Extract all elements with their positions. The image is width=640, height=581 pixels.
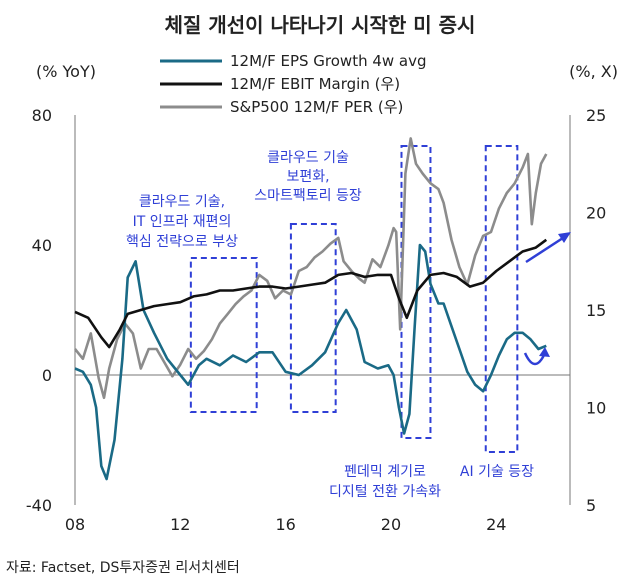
annotation-text: IT 인프라 재편의	[133, 214, 232, 230]
annotation-text: 펜데믹 계기로	[344, 464, 426, 480]
up-arrow-icon	[525, 232, 571, 264]
right-tick-label: 15	[586, 301, 606, 320]
chart-title: 체질 개선이 나타나기 시작한 미 증시	[165, 13, 476, 37]
left-axis-unit: (% YoY)	[36, 62, 96, 81]
annotation-text: 핵심 전략으로 부상	[126, 234, 238, 250]
right-axis-unit: (%, X)	[569, 62, 618, 81]
x-tick-label: 24	[486, 515, 506, 534]
right-tick-label: 5	[586, 496, 596, 515]
x-tick-label: 16	[275, 515, 295, 534]
right-tick-label: 25	[586, 106, 606, 125]
left-axis-ticks: 80 40 0 -40	[26, 106, 52, 515]
x-tick-label: 20	[381, 515, 401, 534]
left-tick-label: 0	[42, 366, 52, 385]
right-axis-ticks: 25 20 15 10 5	[586, 106, 606, 515]
highlight-box-ai	[484, 145, 519, 453]
annotation-text: 클라우드 기술	[267, 150, 349, 166]
left-tick-label: -40	[26, 496, 52, 515]
x-tick-label: 08	[65, 515, 85, 534]
legend: 12M/F EPS Growth 4w avg 12M/F EBIT Margi…	[160, 52, 427, 116]
right-tick-label: 20	[586, 204, 606, 223]
left-tick-label: 40	[32, 236, 52, 255]
annotation-text: AI 기술 등장	[460, 464, 534, 480]
rebound-arrow-icon	[523, 347, 550, 366]
series-line-per	[73, 137, 548, 400]
series-line-eps	[74, 243, 547, 481]
annotation-text: 보편화,	[286, 169, 329, 185]
plot-area: 80 40 0 -40 25 20 15 10 5 08 12 16 20 24	[26, 106, 607, 534]
annotation-pandemic: 펜데믹 계기로 디지털 전환 가속화	[329, 464, 441, 500]
left-tick-label: 80	[32, 106, 52, 125]
legend-label-per: S&P500 12M/F PER (우)	[230, 98, 403, 116]
x-axis-ticks: 08 12 16 20 24	[65, 515, 507, 534]
x-tick-label: 12	[170, 515, 190, 534]
source-note: 자료: Factset, DS투자증권 리서치센터	[6, 560, 240, 576]
annotation-text: 디지털 전환 가속화	[329, 484, 441, 500]
legend-label-ebit: 12M/F EBIT Margin (우)	[230, 75, 400, 93]
highlight-box-cloud	[189, 257, 258, 413]
annotation-text: 스마트팩토리 등장	[254, 188, 362, 204]
annotation-smart-factory: 클라우드 기술 보편화, 스마트팩토리 등장	[254, 150, 362, 204]
highlight-box-smart-factory	[289, 223, 337, 413]
right-tick-label: 10	[586, 399, 606, 418]
series-line-ebit	[74, 238, 548, 349]
annotation-cloud: 클라우드 기술, IT 인프라 재편의 핵심 전략으로 부상	[126, 194, 238, 250]
annotation-text: 클라우드 기술,	[139, 194, 225, 210]
legend-label-eps: 12M/F EPS Growth 4w avg	[230, 52, 427, 70]
annotation-ai: AI 기술 등장	[460, 464, 534, 480]
